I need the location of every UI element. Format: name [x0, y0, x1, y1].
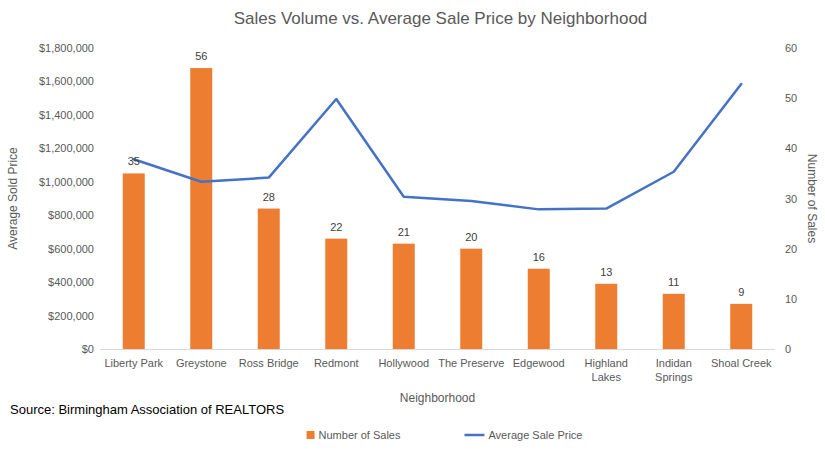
x-tick-label-line: Indidan — [656, 357, 692, 369]
bar — [393, 244, 415, 349]
y-tick-label: $1,200,000 — [39, 142, 94, 154]
bar — [663, 294, 685, 349]
y-tick-label: $1,000,000 — [39, 176, 94, 188]
x-tick-label: Ross Bridge — [239, 357, 299, 369]
x-tick-label-line: Springs — [655, 371, 693, 383]
bar — [528, 269, 550, 349]
marks — [123, 68, 753, 349]
x-tick-label: Edgewood — [513, 357, 565, 369]
y-tick — [97, 181, 100, 182]
y-tick — [97, 349, 100, 350]
y-tick-label: $400,000 — [48, 276, 94, 288]
y-tick-label: $1,800,000 — [39, 42, 94, 54]
bar — [460, 249, 482, 349]
bar — [730, 304, 752, 349]
y2-tick-label: 60 — [785, 42, 797, 54]
x-tick-label: Shoal Creek — [711, 357, 772, 369]
y-tick — [97, 248, 100, 249]
x-tick-label-line: Lakes — [592, 371, 622, 383]
y2-tick-label: 30 — [785, 193, 797, 205]
x-axis-line — [100, 349, 775, 350]
y2-tick — [775, 98, 778, 99]
y-tick-label: $200,000 — [48, 310, 94, 322]
legend-swatch — [464, 434, 484, 437]
x-tick-label: The Preserve — [438, 357, 504, 369]
x-axis-title: Neighborhood — [400, 391, 475, 405]
data-label: 21 — [398, 226, 410, 238]
data-label: 56 — [195, 50, 207, 62]
y-tick-label: $800,000 — [48, 209, 94, 221]
x-tick-label: Greystone — [176, 357, 227, 369]
y-tick — [97, 148, 100, 149]
y-tick — [97, 81, 100, 82]
y-tick-label: $1,400,000 — [39, 109, 94, 121]
legend-label: Number of Sales — [319, 429, 401, 441]
background — [0, 0, 825, 454]
y2-tick — [775, 349, 778, 350]
y2-tick-label: 10 — [785, 293, 797, 305]
data-label: 13 — [600, 266, 612, 278]
data-label: 22 — [330, 221, 342, 233]
x-tick-label: Highland Lakes — [585, 357, 628, 383]
bar — [190, 68, 212, 349]
y-tick — [97, 215, 100, 216]
bar — [595, 284, 617, 349]
y-tick — [97, 48, 100, 49]
legend-item: Average Sale Price — [464, 429, 582, 441]
y-tick-label: $600,000 — [48, 243, 94, 255]
y2-tick — [775, 298, 778, 299]
data-label: 20 — [465, 231, 477, 243]
y-tick-label: $0 — [82, 343, 94, 355]
y2-tick — [775, 148, 778, 149]
x-tick-label: Liberty Park — [104, 357, 163, 369]
bar — [123, 173, 145, 349]
y-tick-label: $1,600,000 — [39, 75, 94, 87]
data-label: 9 — [738, 286, 744, 298]
line — [134, 84, 742, 209]
y-axis-title: Average Sold Price — [6, 147, 20, 250]
bar — [258, 209, 280, 349]
y2-tick — [775, 198, 778, 199]
annotation: Source: Birmingham Association of REALTO… — [10, 402, 284, 417]
title: Sales Volume vs. Average Sale Price by N… — [234, 9, 648, 28]
bar — [325, 239, 347, 349]
x-tick-label-line: Highland — [585, 357, 628, 369]
legend-swatch — [307, 431, 315, 439]
y2-axis-title: Number of Sales — [805, 154, 819, 243]
chart: Sales Volume vs. Average Sale Price by N… — [0, 0, 825, 454]
x-tick-label: Hollywood — [378, 357, 429, 369]
data-labels: 35 56 28 22 21 20 16 13 11 9 — [128, 50, 745, 298]
legend-label: Average Sale Price — [488, 429, 582, 441]
y2-tick-label: 0 — [785, 343, 791, 355]
y2-tick-label: 40 — [785, 142, 797, 154]
x-tick-label: Indidan Springs — [655, 357, 693, 383]
legend: Number of Sales Average Sale Price — [307, 429, 583, 441]
y-tick — [97, 114, 100, 115]
y2-tick-label: 20 — [785, 243, 797, 255]
y-tick — [97, 282, 100, 283]
y-tick — [97, 315, 100, 316]
x-tick-label: Redmont — [314, 357, 359, 369]
data-label: 16 — [533, 251, 545, 263]
y2-tick — [775, 48, 778, 49]
data-label: 35 — [128, 155, 140, 167]
y2-tick — [775, 248, 778, 249]
legend-item: Number of Sales — [307, 429, 401, 441]
y2-tick-label: 50 — [785, 92, 797, 104]
data-label: 11 — [668, 276, 679, 288]
data-label: 28 — [263, 191, 275, 203]
